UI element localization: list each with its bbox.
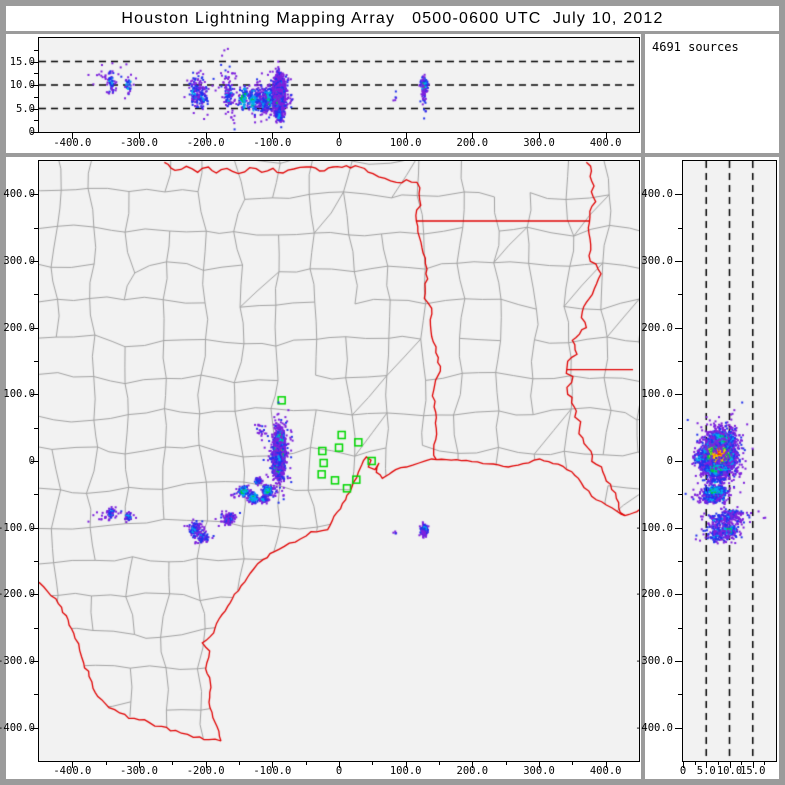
plan-view-canvas[interactable] bbox=[39, 161, 639, 761]
alt-ew-canvas[interactable] bbox=[39, 38, 639, 132]
sources-box: 4691 sources bbox=[645, 34, 779, 153]
title-bar: Houston Lightning Mapping Array 0500-060… bbox=[6, 6, 779, 31]
window-title: Houston Lightning Mapping Array 0500-060… bbox=[121, 9, 664, 27]
alt-ew-plotbox bbox=[38, 37, 640, 133]
plan-view-plotbox bbox=[38, 160, 640, 762]
alt-ns-canvas[interactable] bbox=[683, 161, 776, 761]
alt-ns-plotbox bbox=[682, 160, 777, 762]
sources-count-label: 4691 sources bbox=[652, 40, 739, 54]
